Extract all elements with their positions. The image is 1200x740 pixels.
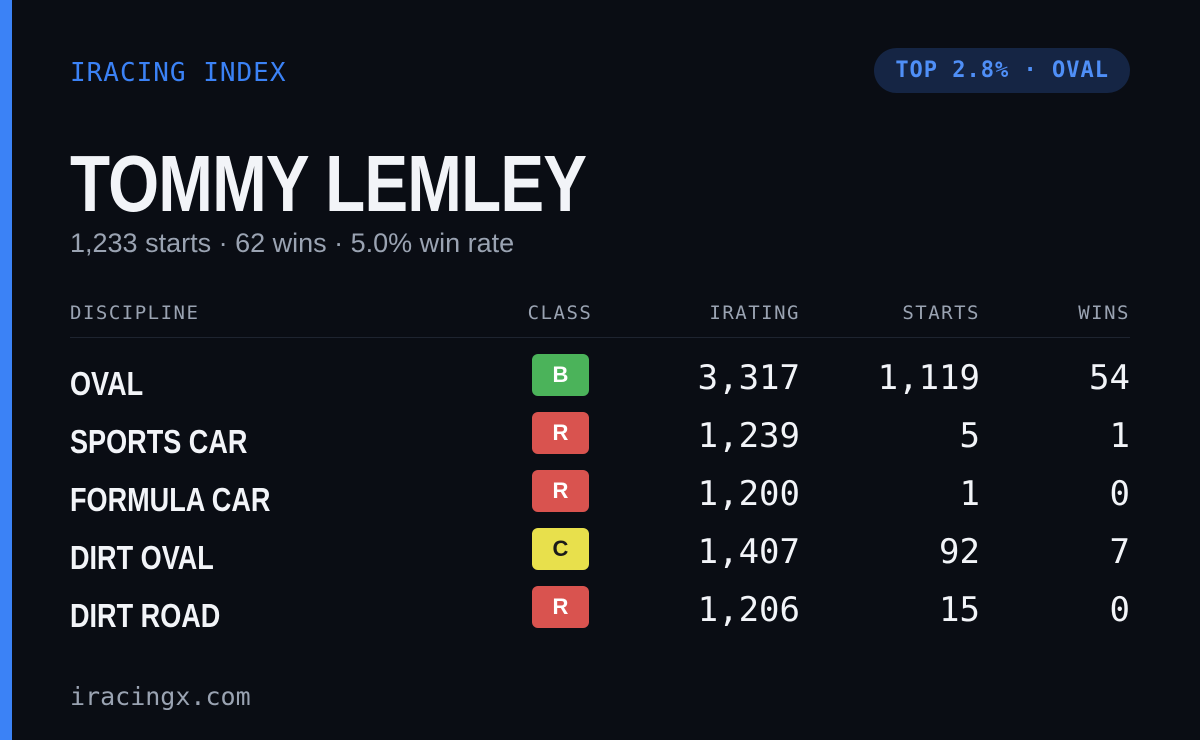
wins: 7	[1109, 532, 1130, 572]
starts: 15	[939, 590, 980, 630]
class-badge: R	[532, 412, 589, 454]
driver-name: TOMMY LEMLEY	[70, 139, 587, 228]
starts: 1,119	[877, 358, 980, 398]
discipline: OVAL	[70, 365, 144, 402]
irating: 1,407	[697, 532, 800, 572]
wins: 1	[1109, 416, 1130, 456]
wins: 54	[1089, 358, 1130, 398]
irating: 1,206	[697, 590, 800, 630]
rank-badge: TOP 2.8% · OVAL	[874, 48, 1130, 93]
irating: 1,200	[697, 474, 800, 514]
irating: 3,317	[697, 358, 800, 398]
irating: 1,239	[697, 416, 800, 456]
column-header: STARTS	[902, 302, 980, 324]
column-header: CLASS	[527, 302, 593, 324]
accent-bar	[0, 0, 12, 740]
column-header: IRATING	[709, 302, 800, 324]
brand: IRACING INDEX	[70, 58, 287, 88]
class-badge: C	[532, 528, 589, 570]
footer-site: iracingx.com	[70, 682, 251, 711]
driver-summary: 1,233 starts · 62 wins · 5.0% win rate	[70, 228, 515, 258]
discipline: FORMULA CAR	[70, 481, 271, 518]
discipline: DIRT OVAL	[70, 539, 214, 576]
wins: 0	[1109, 590, 1130, 630]
column-header: WINS	[1078, 302, 1130, 324]
class-badge: R	[532, 586, 589, 628]
column-header: DISCIPLINE	[70, 302, 200, 324]
header-rule	[70, 337, 1130, 338]
starts: 1	[959, 474, 980, 514]
starts: 5	[959, 416, 980, 456]
wins: 0	[1109, 474, 1130, 514]
starts: 92	[939, 532, 980, 572]
discipline: DIRT ROAD	[70, 597, 221, 634]
discipline: SPORTS CAR	[70, 423, 248, 460]
class-badge: B	[532, 354, 589, 396]
class-badge: R	[532, 470, 589, 512]
